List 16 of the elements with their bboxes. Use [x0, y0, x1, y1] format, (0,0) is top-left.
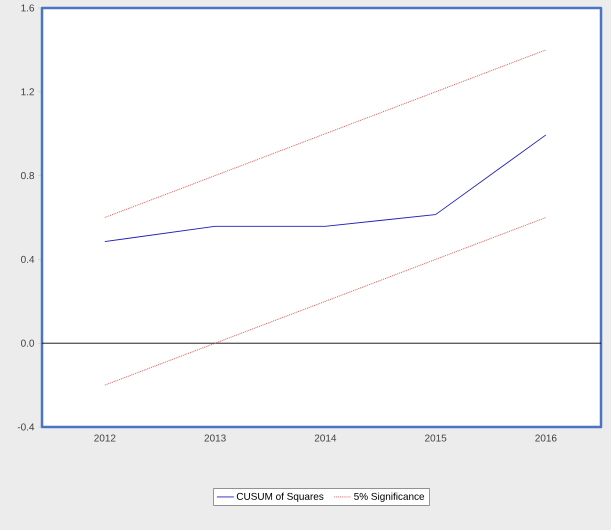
x-tick-label: 2015 [425, 434, 446, 442]
legend-label: 5% Significance [354, 492, 424, 502]
y-tick-label: 0.4 [21, 256, 34, 263]
line-series [104, 134, 546, 242]
x-tick-label: 2013 [204, 434, 226, 442]
y-tick-label: -0.4 [18, 423, 34, 431]
y-tick-label: 1.6 [21, 4, 34, 12]
y-tick-label: 0.0 [21, 340, 34, 347]
line-series [104, 217, 546, 386]
line-series [104, 49, 546, 218]
y-tick-label: 1.2 [21, 88, 34, 96]
x-tick-label: 2012 [94, 434, 116, 442]
x-tick-label: 2014 [314, 434, 336, 442]
legend-label: CUSUM of Squares [236, 492, 324, 502]
x-tick-label: 2016 [535, 434, 557, 442]
y-tick-label: 0.8 [21, 172, 34, 180]
